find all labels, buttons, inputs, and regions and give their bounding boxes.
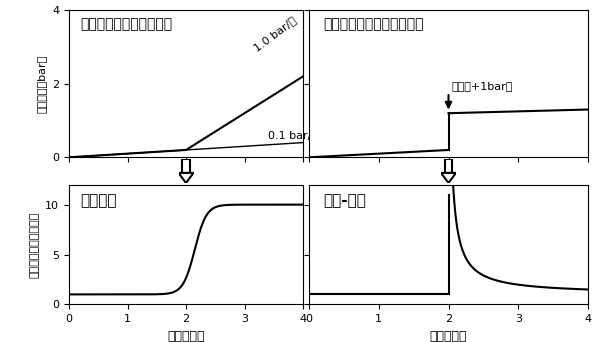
Y-axis label: 地震発生率変化（倍）: 地震発生率変化（倍） [30,211,40,278]
X-axis label: 時間（年）: 時間（年） [167,330,205,342]
Text: 1.0 bar/年: 1.0 bar/年 [251,15,298,53]
Text: 本震（+1bar）: 本震（+1bar） [452,81,514,91]
Polygon shape [441,173,456,183]
Y-axis label: 剪断応力（bar）: 剪断応力（bar） [37,55,47,113]
Polygon shape [179,173,193,183]
X-axis label: 時間（年）: 時間（年） [430,330,467,342]
Text: 0.1 bar/年: 0.1 bar/年 [268,130,318,140]
Text: 本震-余震: 本震-余震 [323,193,366,208]
Polygon shape [445,159,452,173]
Text: 本震による急激な応力増加: 本震による急激な応力増加 [323,18,424,31]
Text: 群発地震: 群発地震 [80,193,117,208]
Text: 応力速度の継続的な上昇: 応力速度の継続的な上昇 [80,18,173,31]
Polygon shape [182,159,190,173]
